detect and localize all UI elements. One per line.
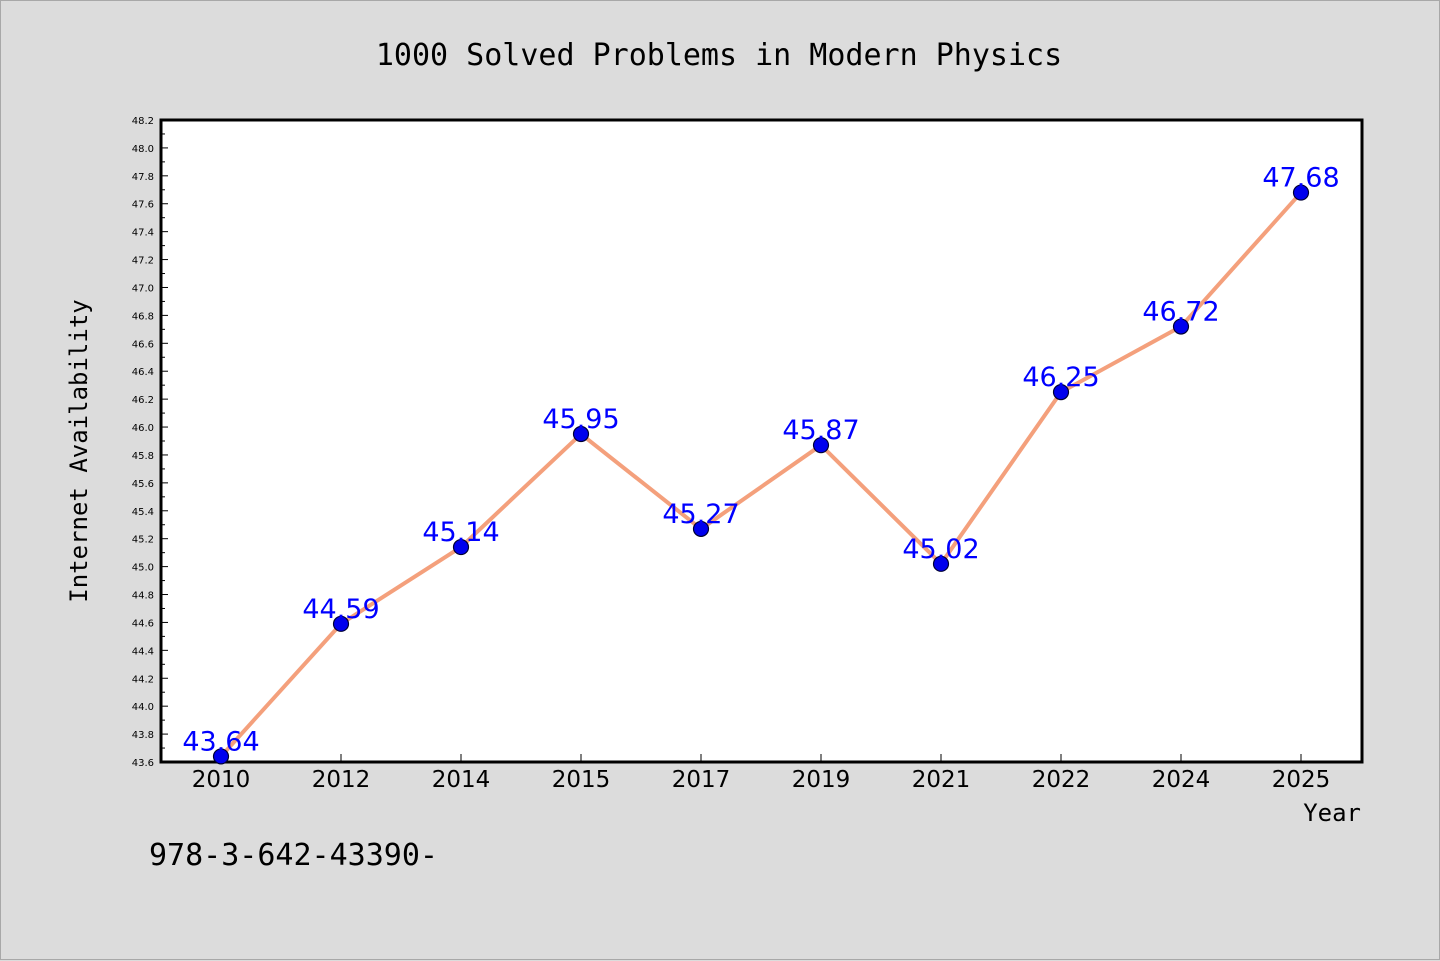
- x-axis-label: Year: [1303, 799, 1361, 827]
- y-tick-label: 45.2: [132, 535, 154, 546]
- y-tick-label: 47.8: [132, 172, 154, 183]
- y-tick-label: 43.6: [132, 758, 154, 769]
- y-tick-label: 43.8: [132, 730, 154, 741]
- y-axis: 43.6 43.8 44.0 44.2 44.4 44.6 44.8 45.0 45.2 45.4…: [132, 116, 168, 769]
- data-label: 43.64: [182, 726, 259, 757]
- data-label: 47.68: [1262, 163, 1339, 194]
- data-label: 45.14: [422, 517, 499, 548]
- x-axis: 2010 2012 2014 2015 2017 2019 2021 2022 2024 2025: [192, 754, 1331, 793]
- y-tick-label: 47.6: [132, 200, 154, 211]
- y-tick-label: 47.0: [132, 283, 154, 294]
- x-tick-label: 2021: [912, 767, 971, 793]
- data-point: [692, 520, 710, 538]
- y-tick-label: 44.0: [132, 702, 154, 713]
- y-tick-label: 44.4: [132, 646, 154, 657]
- y-tick-label: 46.6: [132, 339, 154, 350]
- x-tick-label: 2025: [1272, 767, 1331, 793]
- y-tick-label: 45.6: [132, 479, 154, 490]
- x-tick-label: 2012: [312, 767, 371, 793]
- data-label: 44.59: [302, 594, 379, 625]
- chart-title: 1000 Solved Problems in Modern Physics: [376, 38, 1062, 73]
- data-point: [1172, 318, 1190, 335]
- series-line-group: [212, 184, 1310, 765]
- data-label: 45.27: [662, 499, 739, 530]
- data-point: [572, 425, 590, 443]
- data-label-group: 43.64 44.59 45.14 45.95 45.27 45.87 45.02 46.25…: [182, 163, 1339, 758]
- data-point: [1292, 184, 1310, 201]
- y-tick-label: 45.4: [132, 507, 154, 518]
- data-point: [332, 615, 350, 632]
- x-tick-label: 2017: [672, 767, 731, 793]
- footnote: 978-3-642-43390-: [149, 838, 438, 873]
- y-tick-label: 47.2: [132, 256, 154, 267]
- x-tick-label: 2019: [792, 767, 851, 793]
- y-tick-label: 45.8: [132, 451, 154, 462]
- y-tick-label: 46.4: [132, 367, 154, 378]
- y-tick-label: 44.8: [132, 591, 154, 602]
- y-tick-label: 45.0: [132, 563, 154, 574]
- data-point: [452, 538, 470, 556]
- x-tick-label: 2024: [1152, 767, 1211, 793]
- x-tick-label: 2014: [432, 767, 491, 793]
- data-label: 45.02: [902, 534, 979, 565]
- x-tick-label: 2022: [1032, 767, 1091, 793]
- y-tick-label: 46.0: [132, 423, 154, 434]
- x-tick-label: 2010: [192, 767, 251, 793]
- y-axis-label: Internet Availability: [65, 299, 93, 602]
- data-point: [812, 437, 830, 454]
- x-tick-label: 2015: [552, 767, 611, 793]
- data-label: 46.72: [1142, 297, 1219, 328]
- y-tick-label: 48.0: [132, 144, 154, 155]
- data-point: [932, 555, 950, 572]
- y-tick-label: 44.6: [132, 618, 154, 629]
- y-tick-label: 48.2: [132, 116, 154, 127]
- y-tick-label: 44.2: [132, 674, 154, 685]
- series-line: [219, 190, 1303, 759]
- data-label: 45.95: [542, 404, 619, 435]
- y-tick-label: 47.4: [132, 228, 154, 239]
- data-point: [1052, 384, 1070, 401]
- data-label: 46.25: [1022, 362, 1099, 393]
- plot-area: [159, 118, 1364, 764]
- y-tick-label: 46.2: [132, 395, 154, 406]
- data-point: [212, 748, 230, 765]
- data-label: 45.87: [782, 415, 859, 446]
- y-tick-label: 46.8: [132, 311, 154, 322]
